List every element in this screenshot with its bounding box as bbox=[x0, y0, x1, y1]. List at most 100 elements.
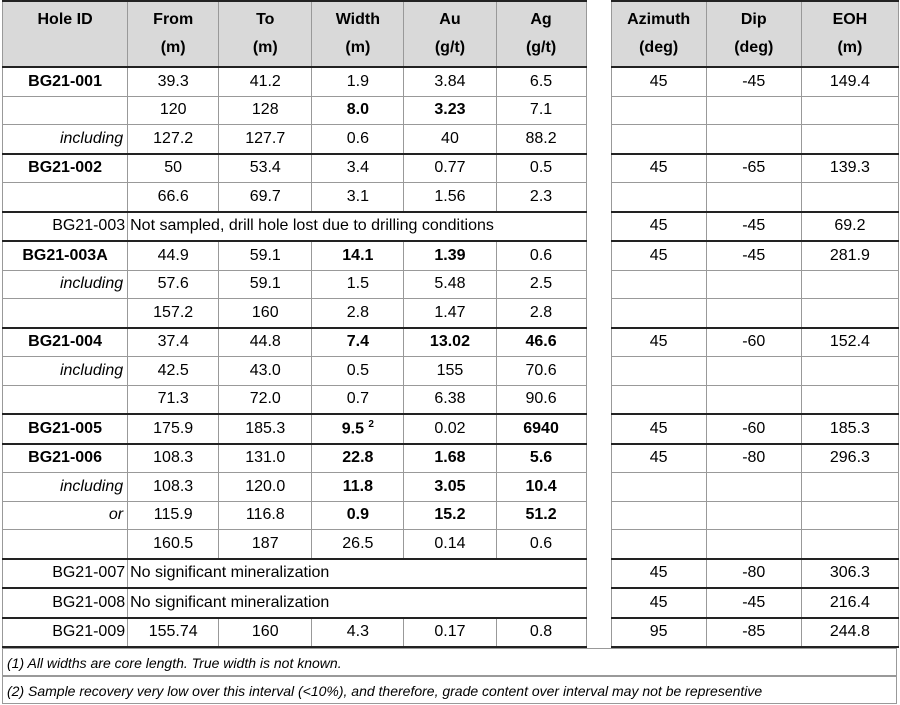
cell: 155 bbox=[403, 356, 497, 386]
gap bbox=[585, 443, 612, 473]
table-row: including 108.3 120.0 11.8 3.05 10.4 bbox=[1, 472, 900, 502]
cell: 3.23 bbox=[403, 95, 497, 125]
cell: 244.8 bbox=[800, 616, 900, 648]
table-row: or 115.9 116.8 0.9 15.2 51.2 bbox=[1, 500, 900, 530]
gap bbox=[585, 588, 612, 618]
gap bbox=[585, 414, 612, 444]
cell: 306.3 bbox=[800, 557, 900, 589]
table-row: 120 128 8.0 3.23 7.1 bbox=[1, 95, 900, 125]
header-unit-row: (m) (m) (m) (g/t) (g/t) (deg) (deg) (m) bbox=[1, 34, 900, 68]
header-cell: Au bbox=[403, 0, 497, 34]
cell: 127.2 bbox=[127, 124, 220, 154]
cell bbox=[610, 472, 707, 502]
cell bbox=[705, 472, 802, 502]
cell: 4.3 bbox=[311, 616, 405, 648]
header-unit: (deg) bbox=[705, 34, 802, 68]
cell: 152.4 bbox=[800, 326, 900, 357]
table-row: BG21-007 No significant mineralization 45-… bbox=[1, 557, 900, 589]
cell: 157.2 bbox=[127, 298, 220, 328]
cell: 59.1 bbox=[218, 269, 313, 299]
gap bbox=[585, 182, 612, 212]
cell bbox=[800, 124, 900, 154]
cell: 13.02 bbox=[403, 326, 497, 357]
cell: 0.02 bbox=[403, 413, 497, 444]
cell: -85 bbox=[705, 616, 802, 648]
note-cell: No significant mineralization bbox=[127, 587, 587, 618]
cell: 72.0 bbox=[218, 384, 313, 415]
header-cell: Width bbox=[311, 0, 405, 34]
cell: 69.7 bbox=[218, 182, 313, 212]
header-cell: Ag bbox=[495, 0, 587, 34]
cell: 116.8 bbox=[218, 500, 313, 530]
header-unit: (deg) bbox=[610, 34, 707, 68]
cell: 39.3 bbox=[127, 66, 220, 97]
cell: 1.39 bbox=[403, 240, 497, 271]
cell bbox=[610, 124, 707, 154]
cell: 70.6 bbox=[495, 356, 587, 386]
cell: 1.9 bbox=[311, 66, 405, 97]
cell: 57.6 bbox=[127, 269, 220, 299]
footnote-ref: 2 bbox=[368, 419, 374, 431]
table-body: BG21-001 39.3 41.2 1.9 3.84 6.5 45 -45 149.4 120 1… bbox=[1, 66, 900, 648]
note-cell: No significant mineralization bbox=[127, 557, 587, 589]
cell: 7.1 bbox=[495, 95, 587, 125]
gap bbox=[585, 617, 612, 647]
cell: BG21-004 bbox=[1, 326, 129, 357]
cell: 45 bbox=[610, 413, 707, 444]
cell: 128 bbox=[218, 95, 313, 125]
cell: 0.6 bbox=[495, 240, 587, 271]
cell bbox=[705, 298, 802, 328]
cell: 6940 bbox=[495, 413, 587, 444]
gap bbox=[585, 501, 612, 530]
cell: 2.5 bbox=[495, 269, 587, 299]
header-cell: EOH bbox=[800, 0, 900, 34]
header-unit bbox=[1, 34, 129, 68]
cell: 1.68 bbox=[403, 442, 497, 473]
gap bbox=[585, 124, 612, 154]
cell bbox=[705, 95, 802, 125]
cell bbox=[610, 95, 707, 125]
cell bbox=[800, 529, 900, 559]
cell: 160 bbox=[218, 616, 313, 648]
cell: 120 bbox=[127, 95, 220, 125]
header-cell: From bbox=[127, 0, 220, 34]
cell: 41.2 bbox=[218, 66, 313, 97]
footnotes: (1) All widths are core length. True wid… bbox=[0, 648, 900, 704]
cell bbox=[800, 182, 900, 212]
table-row: BG21-006 108.3 131.0 22.8 1.68 5.6 45 -80 296.3 bbox=[1, 442, 900, 473]
cell: 45 bbox=[610, 587, 707, 618]
gap bbox=[585, 67, 612, 96]
cell: 3.05 bbox=[403, 472, 497, 502]
cell: 185.3 bbox=[800, 413, 900, 444]
cell: 43.0 bbox=[218, 356, 313, 386]
table-row: 66.6 69.7 3.1 1.56 2.3 bbox=[1, 182, 900, 212]
cell: 45 bbox=[610, 326, 707, 357]
cell: -45 bbox=[705, 587, 802, 618]
cell: 5.6 bbox=[495, 442, 587, 473]
cell: 296.3 bbox=[800, 442, 900, 473]
cell: BG21-003A bbox=[1, 240, 129, 271]
cell: 44.9 bbox=[127, 240, 220, 271]
cell: 108.3 bbox=[127, 472, 220, 502]
cell: 22.8 bbox=[311, 442, 405, 473]
cell: 0.7 bbox=[311, 384, 405, 415]
gap bbox=[585, 472, 612, 501]
cell: including bbox=[1, 472, 129, 502]
header-row: Hole ID From To Width Au Ag Azimuth Dip EOH bbox=[1, 0, 900, 34]
table-row: BG21-003A 44.9 59.1 14.1 1.39 0.6 45 -45 281.9 bbox=[1, 240, 900, 271]
gap bbox=[585, 211, 612, 241]
cell: or bbox=[1, 500, 129, 530]
cell: BG21-008 bbox=[1, 587, 129, 618]
cell: -80 bbox=[705, 557, 802, 589]
cell: 0.17 bbox=[403, 616, 497, 648]
cell bbox=[705, 124, 802, 154]
cell: 9.5 2 bbox=[311, 413, 405, 444]
cell: 0.6 bbox=[495, 529, 587, 559]
cell bbox=[705, 269, 802, 299]
cell: BG21-005 bbox=[1, 413, 129, 444]
gap bbox=[585, 298, 612, 328]
cell: 7.4 bbox=[311, 326, 405, 357]
table-row: BG21-005 175.9 185.3 9.5 2 0.02 6940 45 -60 185.… bbox=[1, 413, 900, 444]
gap bbox=[585, 270, 612, 299]
